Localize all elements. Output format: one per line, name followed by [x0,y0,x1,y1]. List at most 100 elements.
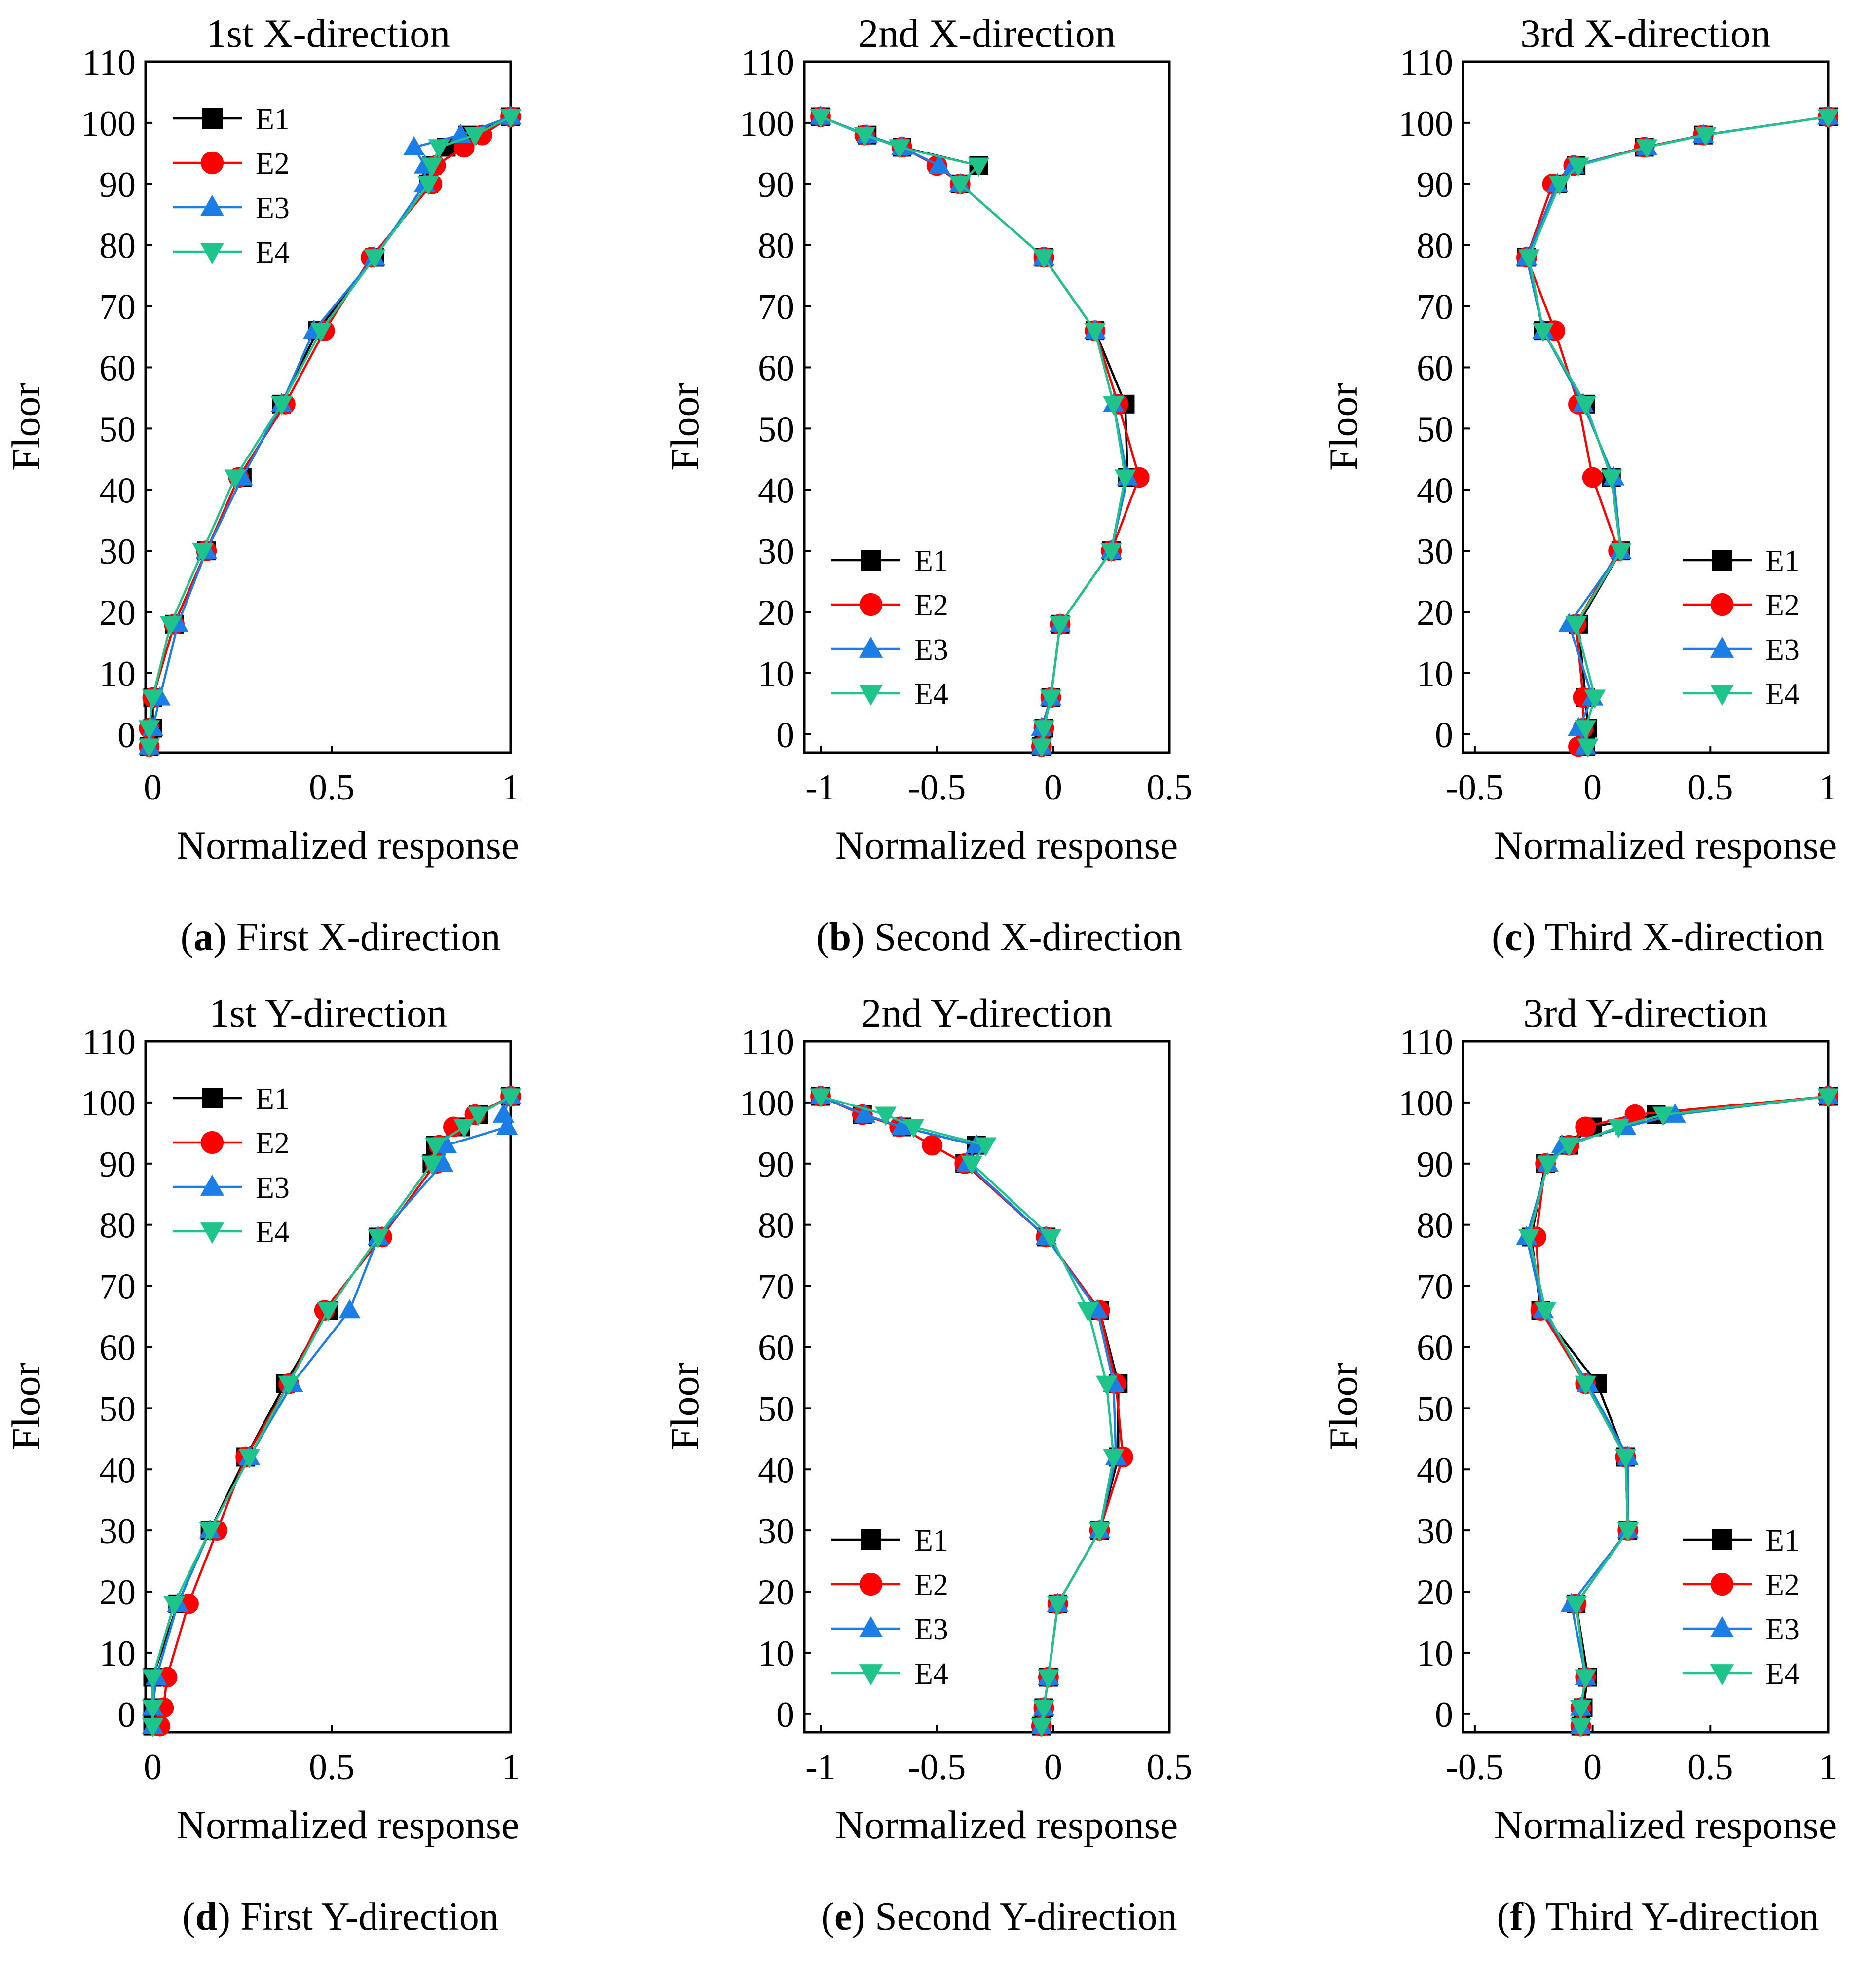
legend-marker-e3 [859,636,883,658]
data-point-e4 [949,176,971,195]
panel-b-caption-open: ( [816,915,829,959]
panel-d-frame [144,1040,512,1734]
panel-c-legend: E1 E2 E3 E4 [1683,544,1800,711]
legend-marker-e2 [200,151,224,175]
legend-label-e2: E2 [914,589,948,622]
legend-marker-e4 [1710,685,1734,706]
data-point-e4 [961,1155,983,1175]
legend-marker-e3 [1710,1616,1734,1637]
panel-e-ytick-label: 80 [758,1206,794,1246]
panel-b-ytick-label: 40 [758,470,794,511]
panel-c-ytick-label: 80 [1417,226,1453,266]
panel-a-ytick-label: 60 [99,348,136,388]
panel-f-ytick-label: 70 [1417,1267,1453,1307]
panel-e-ytick-label: 50 [758,1389,794,1429]
data-point-e4 [1614,1449,1637,1469]
panel-c-ytick-label: 50 [1417,409,1453,450]
panel-b-caption: (b) Second X-direction [816,915,1182,959]
panel-e-series-group [810,1085,1133,1738]
panel-e-xlabel: Normalized response [835,1802,1178,1847]
panel-e-ytick-label: 70 [758,1267,794,1307]
legend-label-e3: E3 [256,1171,290,1205]
data-point-e4 [1518,249,1540,269]
data-point-e4 [1084,322,1106,342]
data-point-e3 [891,1115,913,1135]
panel-a-ytick-label: 100 [81,104,136,144]
panel-c-xtick-label: 1 [1819,767,1838,808]
legend-marker-e1 [1712,550,1732,571]
panel-e-xtick-label: 0 [1044,1747,1062,1788]
panel-e-caption-open: ( [821,1895,834,1939]
panel-b-ytick-label: 90 [758,165,794,205]
panel-b-xtick-label: -1 [805,767,836,808]
panel-f-ytick-label: 100 [1398,1083,1453,1124]
panel-a-xtick-label: 0 [144,767,162,808]
data-point-e2 [1575,1116,1596,1138]
data-point-e4 [1040,689,1062,709]
data-point-e4 [1817,1088,1839,1108]
legend-marker-e4 [1710,1664,1734,1686]
data-point-e3 [492,1103,515,1123]
data-point-e3 [403,136,425,155]
panel-e-ytick-label: 20 [758,1572,794,1613]
data-point-e4 [1033,1700,1055,1719]
data-point-e4 [1535,1302,1556,1322]
data-point-e4 [1103,396,1125,416]
data-point-e4 [1049,616,1071,636]
panel-e-ytick-label: 100 [740,1083,794,1124]
series-line-e4 [820,115,1126,747]
panel-a-frame [144,60,512,754]
legend-marker-e1 [861,550,881,571]
data-point-e4 [453,1119,475,1139]
panel-a-ytick-label: 80 [99,226,136,266]
data-point-e4 [192,543,214,562]
data-point-e4 [1537,1155,1559,1175]
panel-e-caption-close: ) [852,1895,875,1939]
legend-label-e4: E4 [256,236,290,269]
data-point-e4 [424,1137,447,1157]
data-point-e4 [417,176,439,195]
data-point-e4 [1565,616,1587,636]
data-point-e4 [810,1088,831,1108]
panel-d-ytick-label: 70 [99,1267,136,1307]
data-point-e2 [1582,467,1603,488]
panel-b-xtick-label: 0.5 [1147,767,1193,808]
panel-c-xlabel: Normalized response [1494,823,1837,868]
data-point-e4 [1548,176,1571,195]
panel-a-caption-text: First X-direction [236,915,500,959]
panel-c-ytick-label: 40 [1417,470,1453,511]
panel-a-ytick-label: 110 [82,42,136,83]
panel-c-ytick-label: 20 [1417,593,1453,633]
panel-d-caption-close: ) [217,1895,240,1939]
panel-d-xtick-label: 1 [502,1747,520,1788]
data-point-e4 [1114,469,1136,489]
panel-a-title: 1st X-direction [206,11,450,56]
data-point-e4 [500,1088,522,1108]
panel-a-legend: E1 E2 E3 E4 [173,103,290,269]
panel-a-ytick-label: 10 [99,654,136,694]
panel-d-ytick-label: 30 [99,1511,136,1552]
legend-label-e3: E3 [1765,633,1800,667]
data-point-e4 [1030,738,1052,758]
data-point-e4 [367,1229,389,1249]
panel-d-ytick-label: 90 [99,1144,136,1185]
legend-label-e4: E4 [1765,678,1800,711]
data-point-e4 [1570,1718,1592,1738]
panel-b-ytick-label: 60 [758,348,794,388]
data-point-e4 [1047,1596,1069,1615]
legend-marker-e1 [1712,1529,1732,1550]
legend-label-e1: E1 [1765,1524,1800,1558]
panel-b-caption-close: ) [851,915,874,959]
panel-a-ytick-label: 90 [99,165,136,205]
panel-f-xtick-label: 0 [1583,1747,1602,1788]
series-line-e4 [1528,115,1829,747]
data-point-e4 [1600,469,1622,489]
data-point-e4 [1584,689,1606,709]
panel-d-ytick-label: 110 [82,1022,136,1063]
panel-f-xlabel: Normalized response [1494,1802,1837,1847]
panel-a-xlabel: Normalized response [177,823,519,868]
data-point-e4 [1033,720,1055,740]
data-point-e4 [1038,1669,1059,1689]
panel-a-xtick-label: 1 [502,767,520,808]
panel-b-legend: E1 E2 E3 E4 [831,544,948,711]
